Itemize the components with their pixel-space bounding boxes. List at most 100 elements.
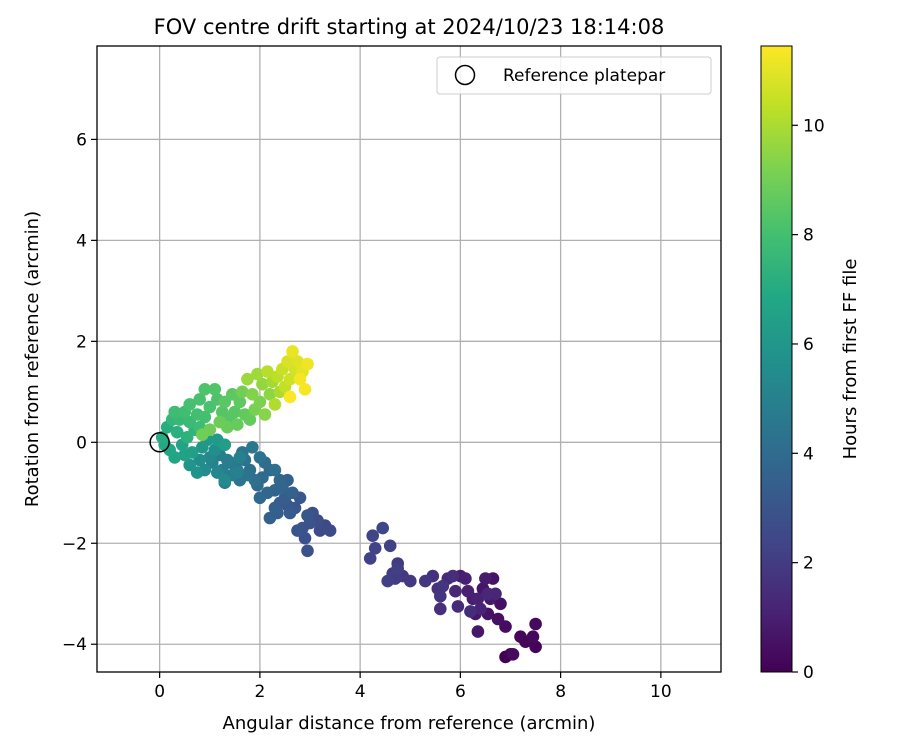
chart-title: FOV centre drift starting at 2024/10/23 … (154, 15, 665, 39)
scatter-point (291, 524, 304, 537)
scatter-point (471, 625, 485, 638)
colorbar-tick-label: 2 (803, 554, 814, 574)
scatter-point (461, 584, 475, 598)
scatter-point (253, 451, 267, 464)
x-axis-ticks: 0 2 4 6 8 10 (154, 672, 672, 702)
scatter-point (233, 395, 247, 409)
scatter-point (464, 605, 477, 618)
scatter-point (368, 542, 382, 555)
scatter-point (170, 425, 184, 439)
scatter-point (228, 405, 242, 419)
scatter-point (449, 584, 462, 598)
scatter-point (376, 521, 390, 535)
scatter-point (301, 357, 314, 371)
scatter-point (168, 405, 181, 419)
y-tick-label: 0 (76, 433, 87, 453)
scatter-point (298, 383, 312, 396)
scatter-point (301, 544, 314, 558)
scatter-point (529, 640, 542, 654)
scatter-point (459, 572, 472, 585)
scatter-point (283, 506, 297, 520)
plot-frame (96, 45, 722, 673)
scatter-point (218, 438, 232, 452)
x-tick-label: 4 (355, 682, 366, 702)
scatter-point (246, 441, 259, 454)
scatter-point (436, 579, 450, 593)
legend-open-circle-icon (454, 64, 476, 86)
scatter-point (183, 458, 196, 472)
colorbar-label: Hours from first FF file (840, 259, 861, 460)
colorbar-tick-label: 6 (803, 335, 814, 355)
scatter-point (213, 415, 227, 429)
y-axis-ticks: −4 −2 0 2 4 6 (62, 130, 97, 655)
x-tick-label: 8 (555, 682, 566, 702)
scatter-point (479, 572, 492, 585)
scatter-points (155, 345, 542, 664)
x-axis-label: Angular distance from reference (arcmin) (223, 713, 596, 734)
scatter-point (256, 377, 269, 391)
scatter-point (494, 597, 507, 611)
scatter-point (261, 365, 274, 378)
x-tick-label: 10 (650, 682, 672, 702)
colorbar-ticks: 0 2 4 6 8 10 (792, 116, 825, 683)
colorbar-tick-label: 0 (803, 663, 814, 683)
scatter-point (434, 602, 447, 616)
y-tick-label: 2 (76, 332, 87, 352)
scatter-point (381, 574, 395, 588)
scatter-point (258, 408, 272, 421)
scatter-point (323, 524, 337, 537)
y-tick-label: −4 (62, 635, 87, 655)
scatter-point (526, 630, 540, 643)
colorbar (760, 45, 793, 673)
legend: Reference platepar (436, 56, 712, 95)
scatter-point (363, 552, 377, 565)
scatter-point (273, 473, 287, 487)
scatter-point (419, 574, 432, 588)
legend-label: Reference platepar (503, 66, 665, 86)
scatter-point (529, 617, 542, 631)
scatter-point (243, 413, 257, 426)
scatter-point (263, 388, 277, 401)
scatter-point (281, 355, 294, 368)
scatter-point (208, 443, 222, 457)
scatter-point (291, 355, 304, 368)
scatter-point (196, 428, 209, 442)
scatter-point (491, 612, 505, 626)
grid-lines (97, 46, 721, 672)
scatter-point (193, 393, 206, 406)
scatter-point (268, 463, 282, 477)
scatter-point (268, 398, 282, 411)
scatter-point (283, 390, 297, 404)
scatter-point (286, 486, 299, 500)
scatter-point (251, 367, 264, 381)
y-axis-label: Rotation from reference (arcmin) (22, 211, 43, 507)
scatter-point (313, 524, 327, 537)
scatter-point (263, 511, 277, 525)
scatter-point (233, 451, 247, 464)
x-tick-label: 0 (154, 682, 165, 702)
scatter-point (178, 448, 191, 462)
scatter-point (383, 539, 397, 553)
scatter-point (514, 630, 527, 643)
scatter-point (293, 372, 307, 386)
scatter-point (183, 398, 196, 411)
scatter-point (471, 592, 485, 606)
scatter-point (366, 529, 380, 542)
scatter-point (474, 602, 487, 616)
scatter-point (451, 600, 465, 613)
y-tick-label: −2 (62, 534, 87, 554)
scatter-point (198, 410, 212, 424)
scatter-point (268, 501, 282, 515)
scatter-point (301, 509, 314, 522)
scatter-point (218, 473, 232, 487)
y-tick-label: 4 (76, 231, 87, 251)
scatter-point (236, 385, 249, 399)
scatter-point (246, 388, 259, 401)
reference-platepar-marker (149, 432, 170, 453)
scatter-point (231, 466, 244, 479)
legend-box (436, 56, 712, 95)
scatter-point (198, 383, 212, 396)
scatter-point (241, 372, 254, 386)
scatter-point (391, 562, 405, 575)
